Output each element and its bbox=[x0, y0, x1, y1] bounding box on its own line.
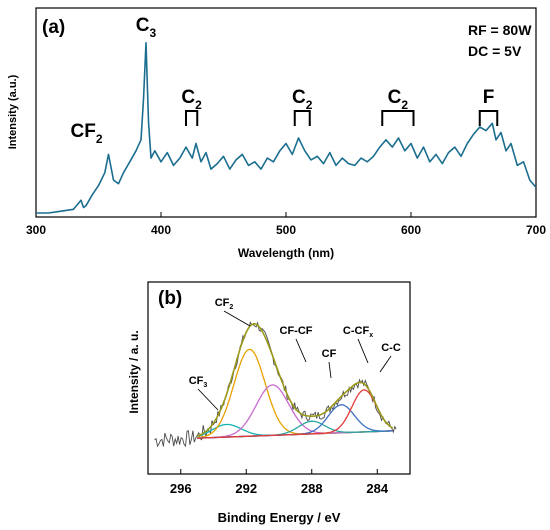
component-curve-c-c bbox=[197, 389, 394, 439]
panel-b-plot-frame bbox=[147, 281, 411, 475]
component-arrow-cf bbox=[328, 361, 332, 379]
component-arrow-cf2 bbox=[223, 310, 251, 327]
component-arrow-cf3 bbox=[197, 388, 219, 411]
peak-label-c3: C3 bbox=[136, 15, 157, 40]
component-label-cf-cf: CF-CF bbox=[280, 325, 313, 337]
peak-label-f: F bbox=[483, 87, 495, 108]
component-label-cf-base: CF bbox=[322, 348, 337, 360]
peak-label-c2-bracket bbox=[381, 110, 415, 126]
component-label-cf: CF bbox=[322, 348, 337, 360]
panel-a-x-ticks: 300 400 500 600 700 bbox=[26, 212, 546, 237]
peak-label-c2-bracket bbox=[293, 110, 311, 126]
panel-a-y-axis-label: Intensity (a.u.) bbox=[7, 74, 19, 149]
panel-a: (a) RF = 80W DC = 5V 300 400 500 600 700 CF2… bbox=[7, 7, 546, 260]
peak-label-c2-subscript: 2 bbox=[306, 98, 313, 112]
panel-a-label: (a) bbox=[42, 17, 65, 38]
component-label-cf3-subscript: 3 bbox=[203, 382, 207, 389]
envelope-curve bbox=[196, 322, 394, 437]
peak-label-f-base: F bbox=[483, 87, 495, 108]
peak-label-c2-bracket bbox=[185, 110, 199, 126]
peak-label-cf2-subscript: 2 bbox=[96, 132, 103, 146]
component-label-cf2-subscript: 2 bbox=[229, 304, 233, 311]
peak-label-c2-subscript: 2 bbox=[195, 98, 202, 112]
peak-label-c2-base: C bbox=[292, 87, 306, 108]
panel-b-x-tick-label: 292 bbox=[235, 481, 257, 496]
peak-label-cf2: CF2 bbox=[70, 121, 102, 146]
component-label-cf3-base: CF bbox=[189, 375, 204, 387]
peak-label-c2: C2 bbox=[388, 87, 409, 112]
peak-label-c2-subscript: 2 bbox=[401, 98, 408, 112]
component-label-c-cfx-subscript: x bbox=[369, 332, 373, 339]
peak-label-c2: C2 bbox=[292, 87, 313, 112]
panel-a-x-tick-label: 500 bbox=[276, 223, 296, 237]
component-label-cf2: CF2 bbox=[215, 297, 234, 311]
panel-b-x-tick-label: 296 bbox=[170, 481, 192, 496]
peak-label-c2-base: C bbox=[388, 87, 402, 108]
component-label-c-c: C-C bbox=[381, 342, 401, 354]
panel-a-x-axis-label: Wavelength (nm) bbox=[238, 246, 334, 260]
peak-label-cf2-base: CF bbox=[70, 121, 95, 142]
panel-b-x-axis-label: Binding Energy / eV bbox=[218, 510, 341, 525]
condition-dc: DC = 5V bbox=[468, 43, 522, 59]
peak-label-c2: C2 bbox=[181, 87, 202, 112]
peak-label-f-bracket bbox=[478, 110, 499, 126]
peak-label-c2-base: C bbox=[181, 87, 195, 108]
panel-a-x-tick-label: 600 bbox=[401, 223, 421, 237]
panel-a-x-tick-label: 400 bbox=[151, 223, 171, 237]
component-arrow-cf-cf bbox=[295, 338, 307, 363]
peak-label-c3-base: C bbox=[136, 15, 150, 36]
component-label-c-c-base: C-C bbox=[381, 342, 401, 354]
panel-b-y-axis-label: Intensity / a. u. bbox=[127, 330, 141, 413]
component-label-cf3: CF3 bbox=[189, 375, 208, 389]
panel-b-series bbox=[154, 321, 397, 448]
panel-a-plot-frame bbox=[35, 7, 537, 218]
component-arrow-c-cfx bbox=[357, 338, 369, 364]
component-label-cf-cf-base: CF-CF bbox=[280, 325, 313, 337]
component-label-cf2-base: CF bbox=[215, 297, 230, 309]
condition-rf: RF = 80W bbox=[468, 22, 532, 38]
panel-b-label: (b) bbox=[158, 288, 182, 309]
panel-a-x-tick-label: 300 bbox=[26, 223, 46, 237]
panel-a-series bbox=[36, 41, 537, 214]
panel-b-x-ticks: 296 292 288 284 bbox=[170, 469, 389, 496]
panel-a-spectrum-line bbox=[36, 41, 537, 214]
peak-label-c3-subscript: 3 bbox=[150, 26, 157, 40]
component-label-c-cfx-base: C-CF bbox=[343, 325, 370, 337]
component-label-c-cfx: C-CFx bbox=[343, 325, 373, 339]
panel-b-x-tick-label: 284 bbox=[366, 481, 388, 496]
panel-b-x-tick-label: 288 bbox=[301, 481, 323, 496]
panel-a-x-tick-label: 700 bbox=[526, 223, 546, 237]
component-arrow-c-c bbox=[379, 355, 392, 373]
